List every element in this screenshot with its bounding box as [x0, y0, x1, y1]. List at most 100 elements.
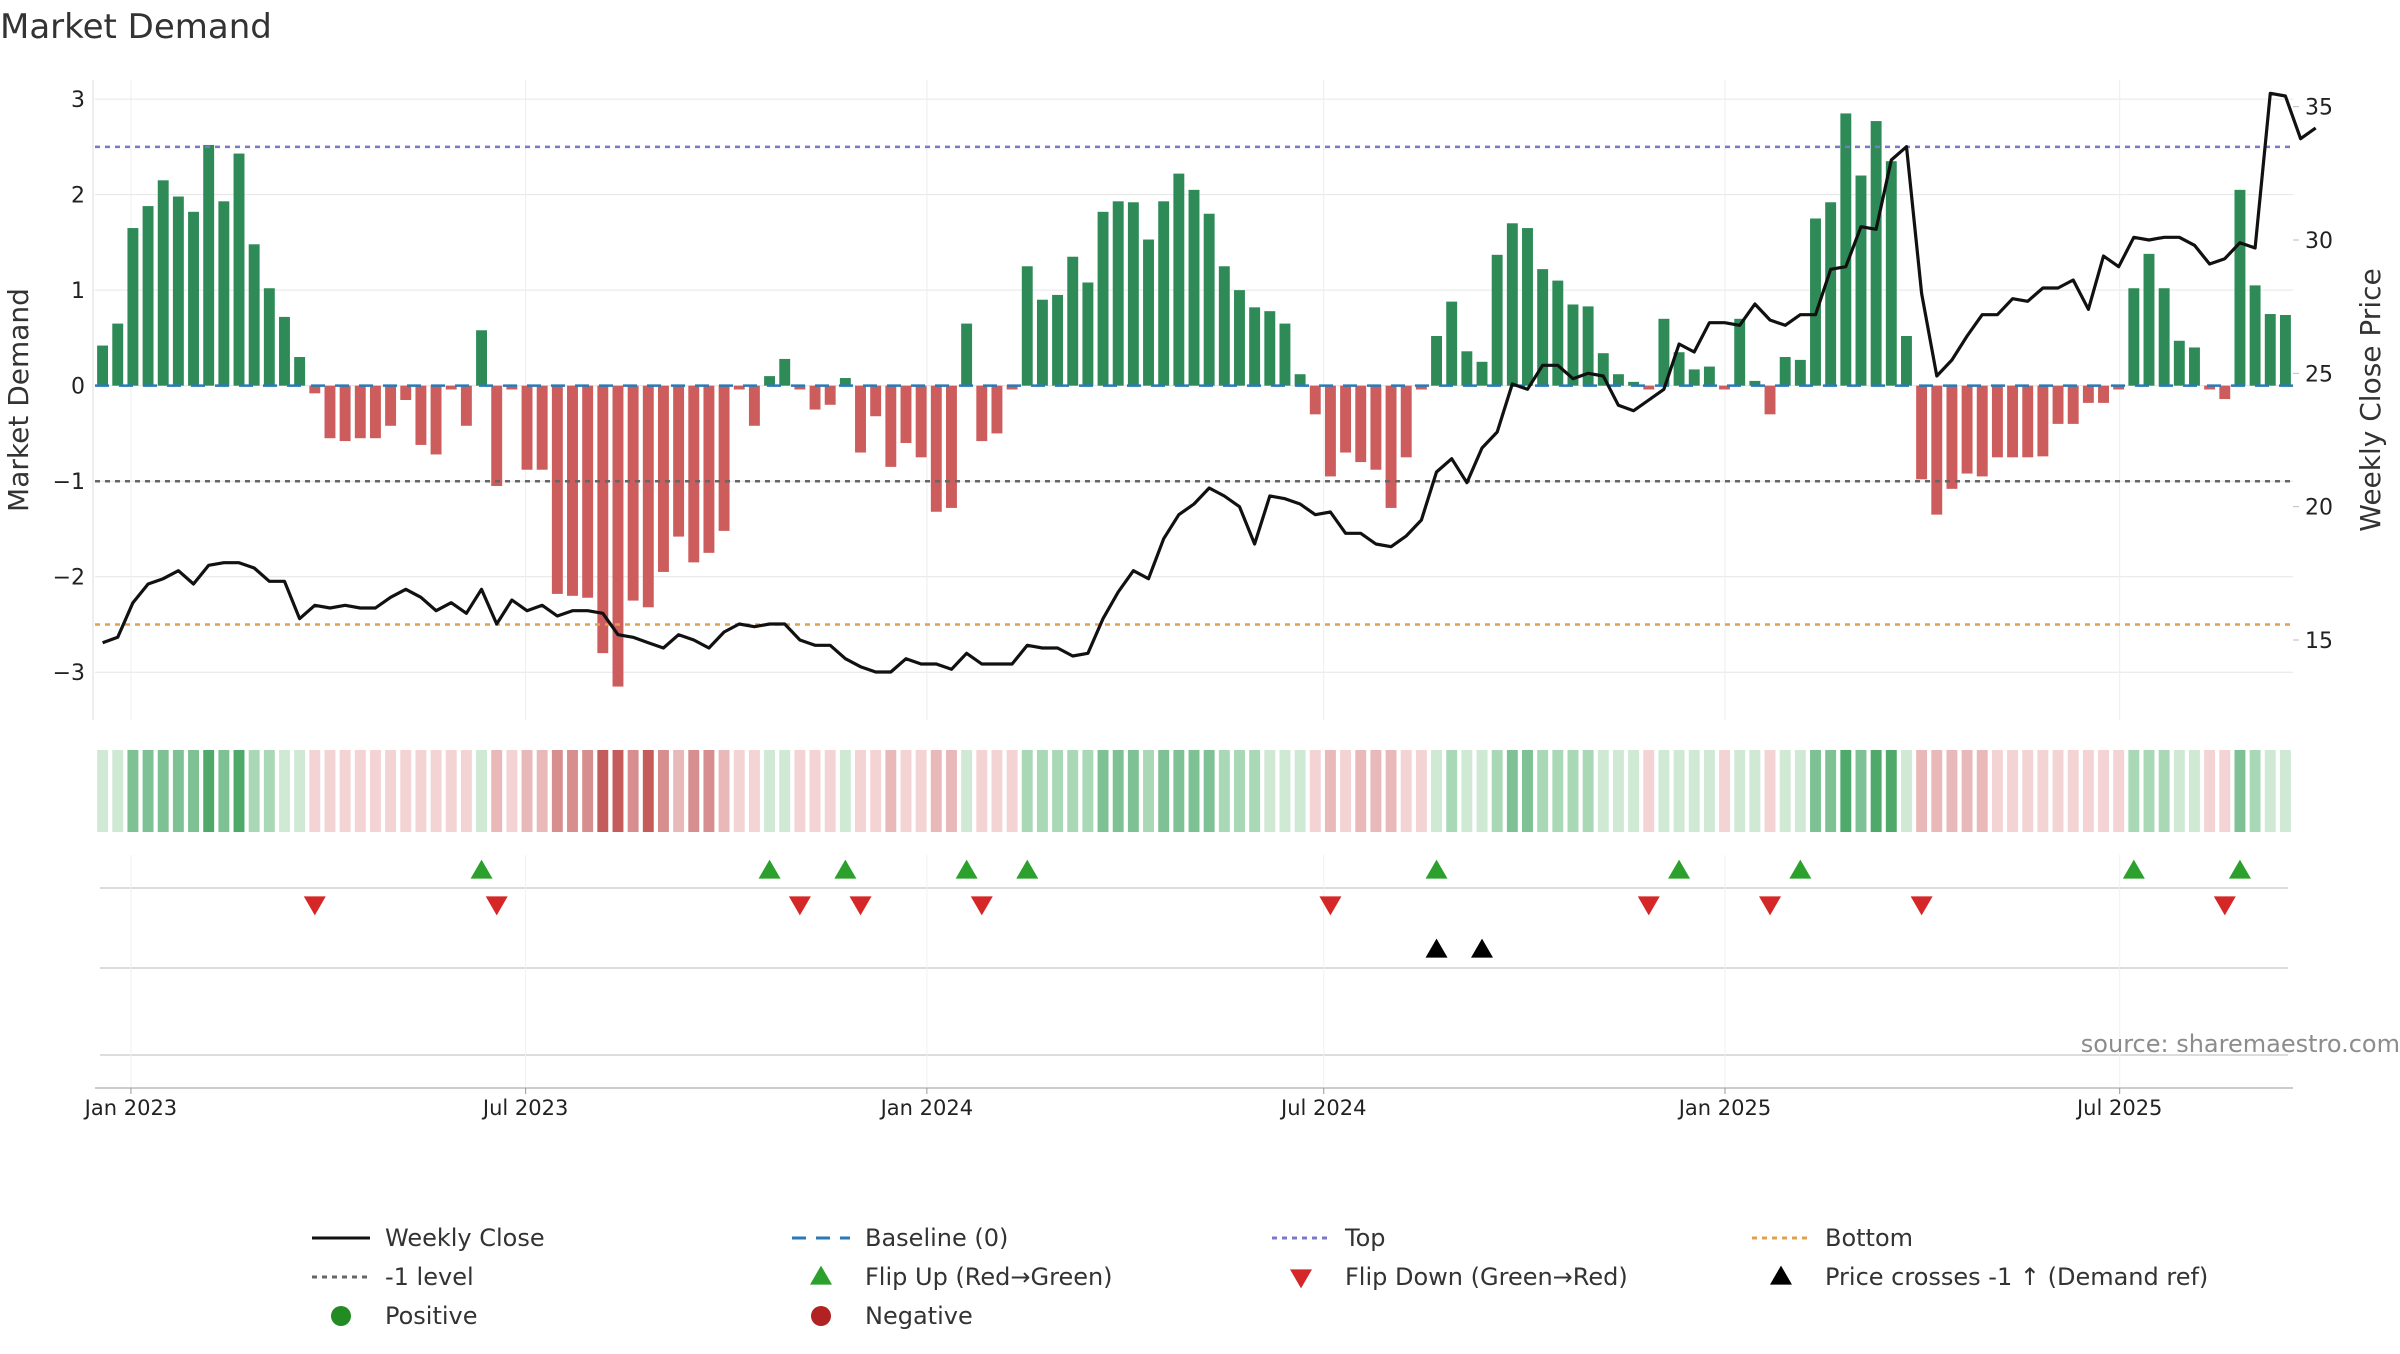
demand-bar — [1052, 294, 1064, 386]
y-tick-label-right: 25 — [2305, 362, 2333, 387]
legend-label: Flip Up (Red→Green) — [865, 1263, 1113, 1291]
flip-up-marker — [758, 859, 781, 879]
heat-cell — [2022, 750, 2034, 832]
demand-bar — [597, 385, 609, 654]
heat-cell — [460, 750, 472, 832]
heat-cell — [673, 750, 685, 832]
heat-cell — [1582, 750, 1594, 832]
x-tick-label: Jul 2024 — [1279, 1096, 1366, 1120]
heat-cell — [476, 750, 488, 832]
demand-bar — [2264, 314, 2276, 386]
demand-bar — [263, 288, 275, 386]
demand-bar — [1703, 366, 1715, 386]
flip-down-marker — [849, 896, 872, 916]
heat-cell — [2158, 750, 2170, 832]
demand-bar — [2189, 347, 2200, 386]
demand-bar — [2219, 385, 2231, 400]
flip-up-marker — [470, 859, 493, 879]
heat-cell — [1567, 750, 1579, 832]
heat-cell — [324, 750, 336, 832]
demand-bar — [1173, 173, 1185, 386]
heat-cell — [1052, 750, 1064, 832]
demand-bar — [1294, 374, 1306, 386]
heat-cell — [779, 750, 791, 832]
demand-bar — [157, 180, 169, 386]
heat-cell — [1309, 750, 1321, 832]
demand-bar — [354, 385, 366, 439]
heat-cell — [1628, 750, 1640, 832]
demand-bar — [1415, 385, 1427, 390]
demand-bar — [1158, 201, 1170, 386]
demand-bar — [642, 385, 654, 608]
demand-bar — [794, 385, 806, 390]
heat-cell — [309, 750, 321, 832]
heat-cell — [369, 750, 381, 832]
demand-bar — [294, 357, 306, 386]
heat-cell — [1522, 750, 1533, 832]
heat-cell — [1431, 750, 1442, 832]
flip-down-marker — [2213, 896, 2236, 916]
demand-bar — [1021, 266, 1033, 386]
demand-bar — [1643, 385, 1655, 390]
heat-cell — [536, 750, 548, 832]
heat-cell — [930, 750, 942, 832]
heat-cell — [2037, 750, 2049, 832]
demand-bar — [1036, 299, 1048, 386]
flip-down-marker — [485, 896, 508, 916]
heat-cell — [2189, 750, 2200, 832]
heat-cell — [1794, 750, 1806, 832]
heat-cell — [2264, 750, 2276, 832]
demand-bar — [991, 385, 1003, 434]
demand-bar — [369, 385, 381, 439]
demand-bar — [400, 385, 412, 400]
heat-cell — [400, 750, 412, 832]
demand-bar — [2037, 385, 2049, 457]
flip-up-marker — [2122, 859, 2145, 879]
flip-up-marker — [834, 859, 857, 879]
demand-bar — [1370, 385, 1382, 470]
demand-bar — [1097, 211, 1109, 386]
heat-cell — [1340, 750, 1352, 832]
heat-cell — [809, 750, 821, 832]
heat-cell — [764, 750, 776, 832]
demand-bar — [2022, 385, 2034, 458]
demand-bar — [1006, 385, 1018, 390]
demand-bar — [1324, 385, 1336, 477]
demand-bar — [1522, 228, 1533, 386]
y-tick-label-left: −1 — [53, 470, 85, 495]
x-tick-label: Jul 2025 — [2075, 1096, 2162, 1120]
heat-cell — [1218, 750, 1230, 832]
demand-bar — [1931, 385, 1943, 515]
demand-bar — [2279, 314, 2291, 386]
heat-cell — [127, 750, 139, 832]
heat-cell — [430, 750, 442, 832]
demand-bar — [1855, 175, 1867, 386]
heat-cell — [1158, 750, 1170, 832]
demand-bar — [1249, 307, 1261, 386]
y-tick-label-right: 15 — [2305, 629, 2333, 654]
legend-label: Weekly Close — [385, 1224, 545, 1252]
heat-cell — [1082, 750, 1094, 832]
heat-cell — [2249, 750, 2261, 832]
legend-label: Flip Down (Green→Red) — [1345, 1263, 1628, 1291]
heat-cell — [885, 750, 897, 832]
heat-cell — [1036, 750, 1048, 832]
heat-cell — [748, 750, 760, 832]
heat-cell — [1810, 750, 1821, 832]
demand-bar — [1067, 256, 1079, 386]
heat-cell — [1355, 750, 1367, 832]
demand-bar — [521, 385, 533, 470]
heat-cell — [354, 750, 366, 832]
demand-bar — [1976, 385, 1988, 477]
legend-swatch — [1290, 1269, 1312, 1289]
heat-cell — [900, 750, 912, 832]
heat-cell — [1991, 750, 2003, 832]
legend-label: Top — [1344, 1224, 1386, 1252]
heat-cell — [1203, 750, 1215, 832]
heat-cell — [1249, 750, 1261, 832]
demand-bar — [733, 385, 745, 390]
demand-bar — [2204, 385, 2216, 390]
flip-down-marker — [788, 896, 811, 916]
demand-bar — [476, 330, 488, 386]
heat-cell — [2113, 750, 2125, 832]
